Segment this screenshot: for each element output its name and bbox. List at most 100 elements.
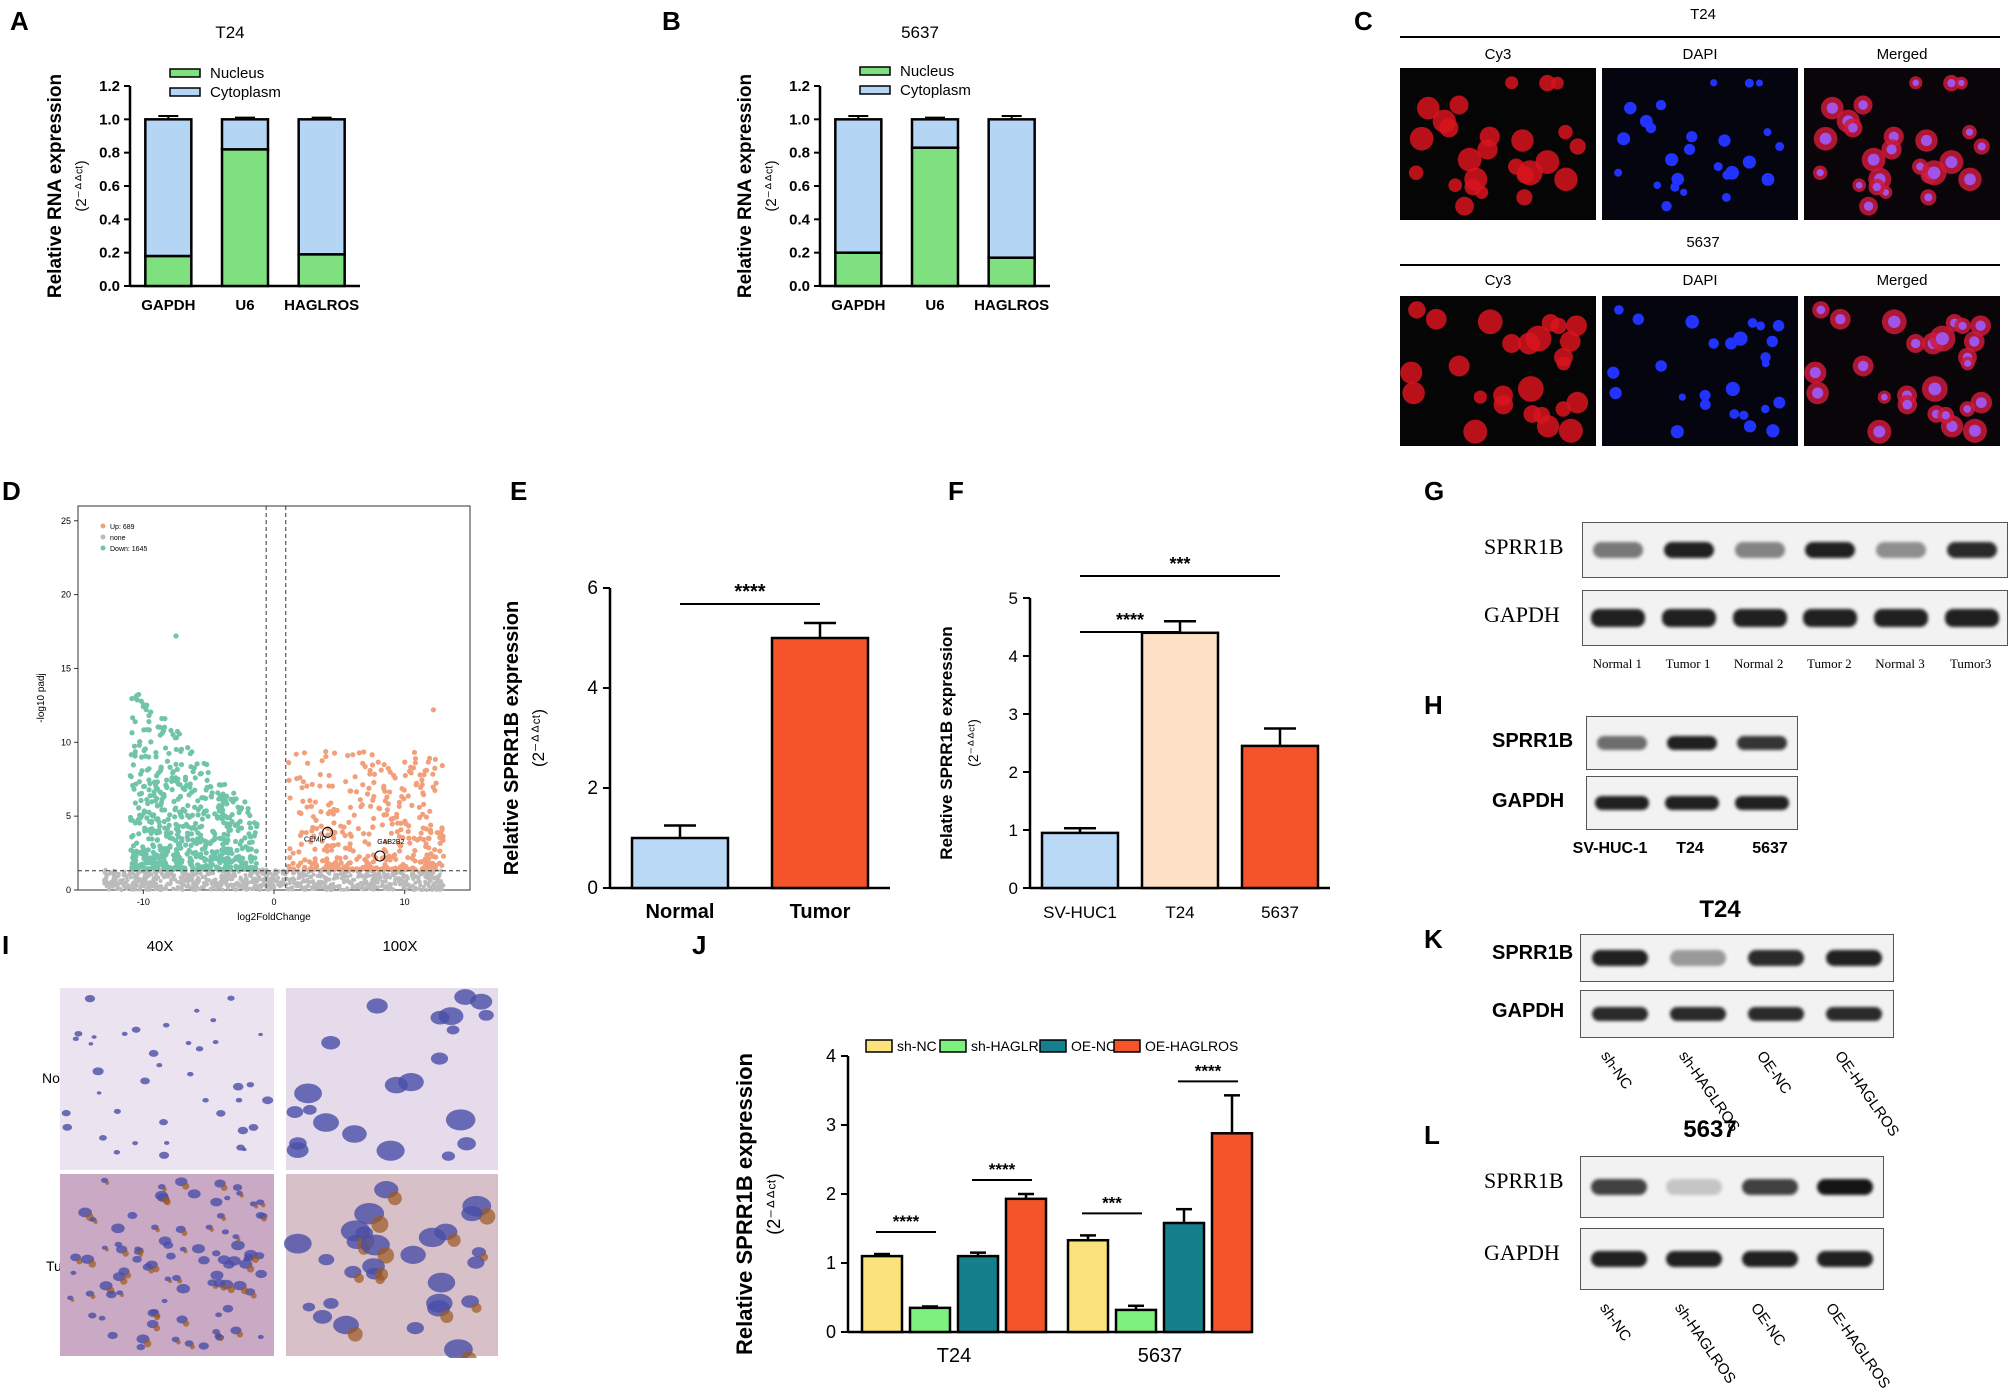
cy3-cell bbox=[1539, 74, 1556, 92]
blot-k-title: T24 bbox=[1699, 896, 1741, 923]
y-tick-label: 0 bbox=[587, 878, 598, 899]
panel-c-col-merged: Merged bbox=[1876, 46, 1928, 63]
point-down bbox=[217, 853, 223, 859]
panel-c-col-merged-2: Merged bbox=[1876, 272, 1928, 289]
y-tick-label: 10 bbox=[61, 737, 71, 747]
point-up bbox=[346, 819, 352, 825]
dapi-nucleus bbox=[1655, 99, 1667, 111]
y-tick-label: 0.0 bbox=[99, 278, 120, 295]
point-down bbox=[129, 864, 135, 871]
point-none bbox=[278, 880, 283, 885]
panel-c-row2-rule bbox=[1400, 264, 2000, 266]
panel-letter-k: K bbox=[1424, 924, 1443, 954]
point-down bbox=[235, 866, 241, 872]
point-none bbox=[218, 879, 223, 884]
point-down bbox=[222, 849, 228, 856]
point-none bbox=[132, 884, 137, 889]
point-down bbox=[144, 815, 150, 821]
point-none bbox=[172, 873, 177, 878]
point-down bbox=[203, 787, 209, 793]
point-none bbox=[291, 880, 296, 885]
dapi-nucleus bbox=[1624, 101, 1637, 115]
point-down bbox=[238, 862, 245, 868]
y-tick-label: 3 bbox=[1009, 705, 1018, 724]
point-none bbox=[137, 877, 142, 882]
point-up bbox=[348, 788, 354, 794]
point-up bbox=[350, 752, 356, 758]
point-none bbox=[268, 885, 273, 890]
blot-band bbox=[1732, 609, 1787, 627]
legend-swatch-nucleus bbox=[169, 68, 201, 78]
ihc-stain bbox=[152, 1265, 160, 1273]
ihc-nucleus bbox=[237, 1126, 249, 1135]
point-down bbox=[180, 823, 186, 829]
point-up bbox=[319, 758, 325, 764]
point-up bbox=[361, 749, 367, 755]
point-none bbox=[328, 887, 333, 892]
point-down bbox=[186, 847, 192, 853]
point-none bbox=[428, 877, 433, 882]
point-down bbox=[190, 769, 196, 775]
point-up bbox=[437, 834, 443, 841]
point-none bbox=[115, 884, 120, 889]
point-up bbox=[310, 814, 316, 820]
point-up bbox=[356, 854, 362, 860]
dapi-nucleus bbox=[1686, 131, 1698, 143]
ihc-nucleus bbox=[92, 1067, 104, 1076]
point-up bbox=[397, 843, 404, 849]
x-tick-label: T24 bbox=[1165, 903, 1194, 922]
point-up bbox=[412, 755, 419, 762]
point-down bbox=[157, 724, 163, 730]
y-tick-label: 1 bbox=[1009, 821, 1018, 840]
point-up bbox=[328, 843, 335, 849]
cy3-cell bbox=[1408, 165, 1424, 180]
point-up bbox=[309, 828, 315, 834]
point-down bbox=[205, 769, 211, 776]
point-down bbox=[188, 831, 195, 837]
point-none bbox=[302, 872, 307, 877]
point-up bbox=[365, 853, 371, 859]
ihc-stain bbox=[155, 1312, 161, 1318]
point-none bbox=[183, 878, 188, 883]
point-up bbox=[331, 820, 337, 826]
y-tick-label: 4 bbox=[587, 678, 598, 699]
ihc-nucleus bbox=[400, 1245, 426, 1264]
ihc-nucleus bbox=[163, 1141, 170, 1145]
point-down bbox=[234, 847, 240, 853]
bar-sh-haglros-5637 bbox=[1114, 1308, 1158, 1334]
point-down bbox=[173, 805, 179, 811]
point-up bbox=[338, 860, 344, 866]
point-none bbox=[257, 874, 262, 879]
panel-c-col-dapi: DAPI bbox=[1682, 46, 1718, 63]
ihc-stain bbox=[478, 1208, 496, 1225]
dapi-nucleus bbox=[1761, 172, 1775, 186]
cy3-cell bbox=[1448, 178, 1463, 193]
point-down bbox=[129, 695, 135, 702]
point-down bbox=[170, 770, 176, 776]
point-none bbox=[254, 877, 259, 882]
dapi-nucleus bbox=[1614, 168, 1623, 177]
ihc-nucleus bbox=[187, 1071, 194, 1077]
point-up bbox=[412, 760, 418, 766]
merged-nucleus bbox=[1977, 142, 1986, 151]
merged-nucleus bbox=[1963, 405, 1972, 413]
point-none bbox=[361, 887, 366, 892]
merged-nucleus bbox=[1920, 134, 1933, 147]
point-none bbox=[295, 884, 300, 889]
point-down bbox=[197, 832, 204, 838]
ihc-stain bbox=[250, 1292, 257, 1299]
point-up bbox=[317, 783, 323, 789]
point-down bbox=[153, 754, 159, 760]
panel-c-row1-images bbox=[1400, 68, 2000, 220]
point-up bbox=[287, 795, 293, 801]
merged-nucleus bbox=[1848, 123, 1858, 133]
ihc-stain bbox=[124, 1272, 132, 1279]
cy3-cell bbox=[1457, 147, 1482, 172]
point-none bbox=[397, 876, 402, 881]
point-down bbox=[171, 865, 177, 872]
ihc-nucleus bbox=[162, 1022, 170, 1028]
point-none bbox=[286, 887, 291, 892]
ihc-nucleus bbox=[127, 1211, 138, 1219]
bar-t24 bbox=[1140, 631, 1220, 890]
point-up bbox=[423, 858, 429, 864]
